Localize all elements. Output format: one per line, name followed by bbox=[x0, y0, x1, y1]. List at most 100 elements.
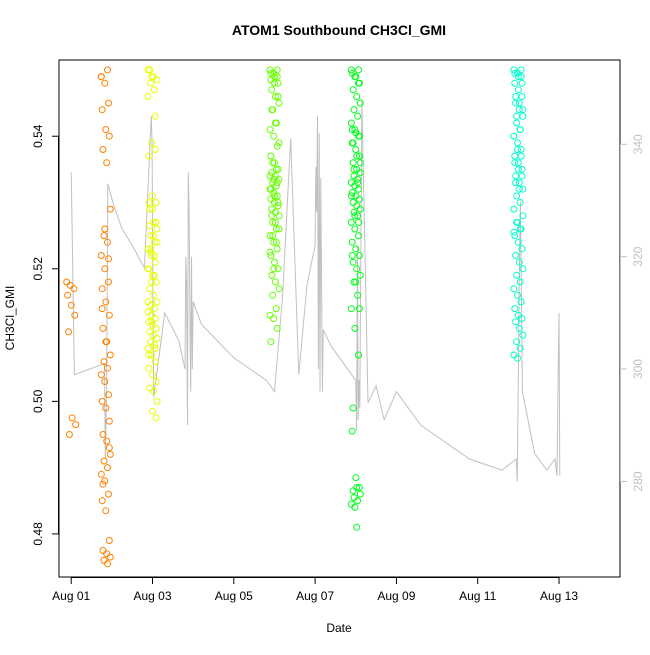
data-point bbox=[351, 225, 359, 233]
data-point bbox=[272, 119, 280, 127]
data-point bbox=[104, 364, 111, 372]
data-point bbox=[98, 106, 106, 114]
data-point bbox=[519, 185, 527, 193]
data-point bbox=[517, 66, 525, 74]
data-point bbox=[351, 324, 359, 332]
data-point bbox=[518, 172, 526, 180]
data-point bbox=[355, 232, 362, 240]
data-point bbox=[355, 152, 363, 160]
data-point bbox=[274, 265, 282, 273]
data-point bbox=[270, 238, 278, 246]
y-axis-label: CH3Cl_GMI bbox=[3, 286, 17, 351]
data-point bbox=[275, 212, 283, 220]
data-point bbox=[106, 351, 114, 359]
data-point bbox=[272, 238, 280, 246]
data-point bbox=[348, 427, 356, 435]
data-point bbox=[352, 146, 360, 153]
data-point bbox=[349, 159, 357, 167]
x-tick-label: Aug 09 bbox=[377, 589, 415, 603]
y-axis: 0.48 0.50 0.52 0.54 bbox=[31, 124, 59, 546]
x-tick-label: Aug 01 bbox=[52, 589, 90, 603]
data-point bbox=[510, 205, 518, 213]
data-point bbox=[274, 93, 282, 100]
data-point bbox=[105, 490, 112, 498]
data-point bbox=[354, 112, 362, 120]
data-point bbox=[353, 152, 361, 160]
data-point bbox=[101, 378, 109, 385]
data-point bbox=[150, 271, 158, 279]
y-tick-label: 0.50 bbox=[31, 389, 45, 413]
data-point bbox=[105, 311, 113, 319]
data-point bbox=[105, 391, 112, 399]
data-point bbox=[101, 265, 109, 273]
data-point bbox=[71, 311, 79, 319]
data-point bbox=[145, 152, 153, 160]
secondary-y-tick-label: 320 bbox=[631, 246, 645, 266]
data-point bbox=[519, 265, 527, 273]
data-point bbox=[99, 324, 107, 332]
data-point bbox=[355, 305, 363, 313]
data-point bbox=[148, 351, 156, 359]
data-point bbox=[97, 252, 105, 259]
data-point bbox=[275, 285, 283, 293]
data-point bbox=[512, 179, 520, 187]
data-point bbox=[516, 278, 524, 286]
data-point bbox=[145, 364, 153, 372]
data-point bbox=[354, 291, 362, 299]
data-point bbox=[105, 444, 113, 452]
data-point bbox=[98, 285, 106, 293]
data-point bbox=[348, 238, 356, 246]
data-point bbox=[269, 291, 277, 299]
data-point bbox=[274, 165, 282, 173]
y-tick-label: 0.54 bbox=[31, 124, 45, 148]
data-point bbox=[514, 139, 521, 147]
data-point bbox=[274, 199, 282, 206]
data-point bbox=[271, 258, 278, 266]
data-point bbox=[148, 252, 156, 259]
data-point bbox=[271, 278, 279, 286]
data-point bbox=[514, 73, 522, 81]
data-point bbox=[273, 179, 281, 187]
data-point bbox=[515, 258, 523, 266]
data-point bbox=[517, 73, 525, 81]
data-point bbox=[153, 298, 161, 306]
data-point bbox=[97, 73, 105, 81]
y-tick-label: 0.48 bbox=[31, 522, 45, 546]
data-point bbox=[353, 265, 361, 273]
data-point bbox=[350, 165, 358, 173]
data-point bbox=[147, 232, 155, 240]
data-point bbox=[270, 132, 278, 140]
data-point bbox=[101, 225, 109, 233]
data-point bbox=[514, 291, 521, 299]
data-point bbox=[355, 351, 362, 359]
data-point bbox=[147, 79, 155, 87]
data-point bbox=[349, 86, 357, 94]
data-point bbox=[356, 159, 364, 167]
data-point bbox=[100, 358, 108, 366]
data-point bbox=[514, 165, 522, 173]
data-point bbox=[273, 192, 281, 200]
data-point bbox=[105, 417, 113, 425]
data-point bbox=[354, 212, 362, 220]
data-point bbox=[99, 146, 107, 153]
data-point bbox=[275, 175, 283, 183]
data-point bbox=[145, 199, 153, 206]
data-point bbox=[105, 255, 112, 263]
data-point bbox=[516, 344, 524, 352]
data-point bbox=[519, 212, 527, 220]
data-point bbox=[99, 480, 107, 488]
data-point bbox=[101, 79, 109, 87]
data-point bbox=[100, 457, 108, 465]
data-point bbox=[150, 238, 158, 246]
data-point bbox=[106, 450, 114, 458]
secondary-trace-line bbox=[70, 99, 561, 482]
data-point bbox=[102, 338, 110, 346]
data-point bbox=[275, 225, 283, 233]
data-point bbox=[266, 232, 274, 240]
data-point bbox=[150, 341, 158, 349]
data-point bbox=[351, 212, 359, 220]
data-point bbox=[270, 265, 278, 273]
x-tick-label: Aug 05 bbox=[215, 589, 253, 603]
data-point bbox=[514, 354, 521, 362]
